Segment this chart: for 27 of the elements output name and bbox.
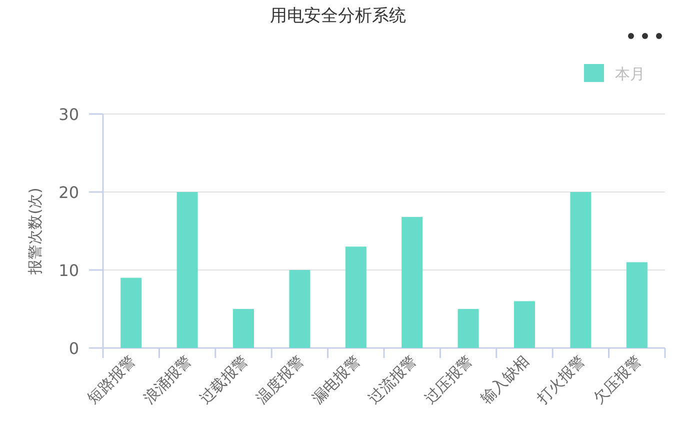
x-tick-label: 漏电报警 [308, 352, 364, 408]
bar [176, 192, 198, 348]
y-tick-label: 10 [58, 261, 79, 280]
bar [402, 216, 423, 348]
x-tick-label: 浪涌报警 [140, 352, 196, 408]
chart-title: 用电安全分析系统 [270, 6, 406, 26]
bar [120, 278, 142, 348]
x-tick-label: 短路报警 [84, 352, 139, 408]
x-tick-label: 欠压报警 [590, 352, 645, 408]
x-tick-label: 过压报警 [420, 352, 476, 408]
x-tick-label: 打火报警 [532, 352, 589, 408]
y-tick-label: 30 [58, 105, 79, 124]
y-tick-label: 20 [58, 183, 79, 202]
x-tick-label: 输入缺相 [477, 352, 532, 408]
x-tick-label: 过流报警 [364, 352, 420, 408]
y-axis-title: 报警次数(次) [26, 188, 44, 276]
bar [345, 246, 366, 348]
bar [289, 270, 310, 348]
bar [626, 262, 648, 348]
bar [514, 301, 535, 348]
bar [570, 192, 592, 348]
legend-label: 本月 [615, 65, 645, 83]
y-tick-label: 0 [68, 339, 79, 358]
bar [458, 309, 479, 348]
bar [233, 309, 254, 348]
x-tick-label: 温度报警 [252, 352, 308, 408]
x-tick-label: 过载报警 [196, 352, 252, 408]
